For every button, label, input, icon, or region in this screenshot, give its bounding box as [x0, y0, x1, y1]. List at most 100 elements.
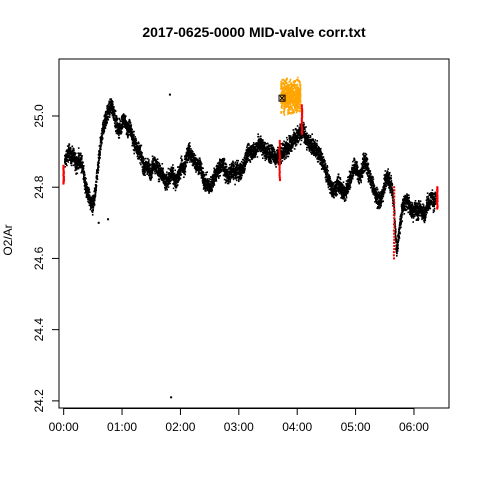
data-point: [225, 176, 227, 178]
data-point: [140, 163, 142, 166]
data-point: [216, 162, 219, 165]
data-point: [317, 160, 320, 163]
data-point: [230, 174, 233, 177]
data-point: [90, 197, 93, 200]
data-point: [261, 154, 263, 156]
data-point: [244, 160, 246, 162]
data-point: [152, 161, 154, 163]
data-point: [181, 166, 183, 169]
data-point: [194, 154, 197, 157]
data-point: [303, 132, 306, 134]
data-point: [186, 150, 189, 152]
data-point: [277, 146, 280, 149]
data-point: [202, 173, 205, 176]
data-point: [177, 166, 179, 168]
data-point: [125, 120, 127, 122]
data-point: [126, 132, 128, 134]
data-point: [223, 158, 226, 161]
data-point: [312, 146, 315, 149]
data-point: [260, 135, 262, 138]
data-point: [209, 178, 212, 181]
data-point: [202, 171, 205, 174]
data-point: [111, 100, 113, 102]
data-point: [257, 133, 259, 135]
data-point: [135, 139, 137, 141]
data-point: [299, 143, 302, 146]
data-point: [240, 165, 242, 167]
data-point: [316, 142, 318, 145]
data-point: [297, 130, 299, 133]
data-point: [258, 135, 260, 138]
data-point: [129, 129, 132, 132]
data-point: [97, 160, 100, 163]
data-point: [130, 127, 133, 130]
data-point: [133, 145, 136, 148]
data-point: [139, 162, 141, 164]
data-point: [117, 131, 120, 134]
data-point: [254, 147, 256, 150]
data-point: [115, 115, 118, 118]
data-point: [167, 182, 170, 185]
data-point: [158, 180, 161, 183]
data-point: [96, 178, 99, 180]
data-point: [285, 153, 288, 156]
data-point: [160, 177, 162, 179]
data-point: [254, 154, 257, 156]
data-point: [216, 167, 218, 170]
data-point: [183, 172, 186, 175]
chart-title: 2017-0625-0000 MID-valve corr.txt: [142, 24, 366, 40]
data-point: [83, 171, 85, 173]
data-point: [296, 139, 298, 142]
data-point: [66, 159, 69, 161]
data-point: [132, 140, 135, 143]
data-point: [104, 126, 106, 128]
data-point: [126, 128, 128, 131]
data-point: [184, 168, 186, 170]
data-point: [146, 173, 148, 175]
data-point: [112, 104, 114, 106]
data-point: [205, 173, 208, 176]
data-point: [184, 170, 187, 173]
data-point: [294, 145, 297, 147]
data-point: [151, 155, 154, 158]
data-point: [202, 174, 204, 177]
data-points: [62, 76, 439, 399]
data-point: [171, 177, 174, 179]
data-point: [323, 158, 325, 161]
data-point: [227, 182, 230, 185]
data-point: [222, 162, 225, 164]
data-point: [214, 180, 216, 182]
data-point: [250, 147, 253, 149]
data-point: [188, 142, 191, 144]
data-point: [211, 177, 214, 179]
data-point: [276, 149, 278, 152]
data-point: [143, 163, 145, 166]
data-point: [139, 145, 142, 148]
data-point: [80, 162, 83, 165]
data-point: [134, 149, 137, 151]
data-point: [148, 159, 150, 161]
data-point: [86, 186, 88, 189]
data-point: [261, 143, 264, 146]
data-point: [324, 165, 326, 168]
data-point: [244, 167, 246, 170]
data-point: [108, 116, 111, 118]
data-point: [72, 151, 74, 153]
data-point: [206, 178, 209, 180]
data-point: [208, 178, 210, 180]
data-point: [68, 143, 71, 146]
data-point: [247, 158, 249, 160]
data-point: [301, 136, 304, 138]
data-point: [271, 148, 273, 151]
data-point: [66, 156, 69, 158]
data-point: [239, 174, 242, 176]
data-point: [223, 178, 226, 181]
data-point: [115, 132, 118, 135]
data-point: [232, 161, 235, 164]
data-point: [241, 158, 244, 161]
data-point: [300, 134, 302, 137]
data-point: [170, 179, 172, 182]
data-point: [296, 137, 299, 140]
data-point: [120, 129, 123, 131]
data-point: [288, 151, 290, 154]
